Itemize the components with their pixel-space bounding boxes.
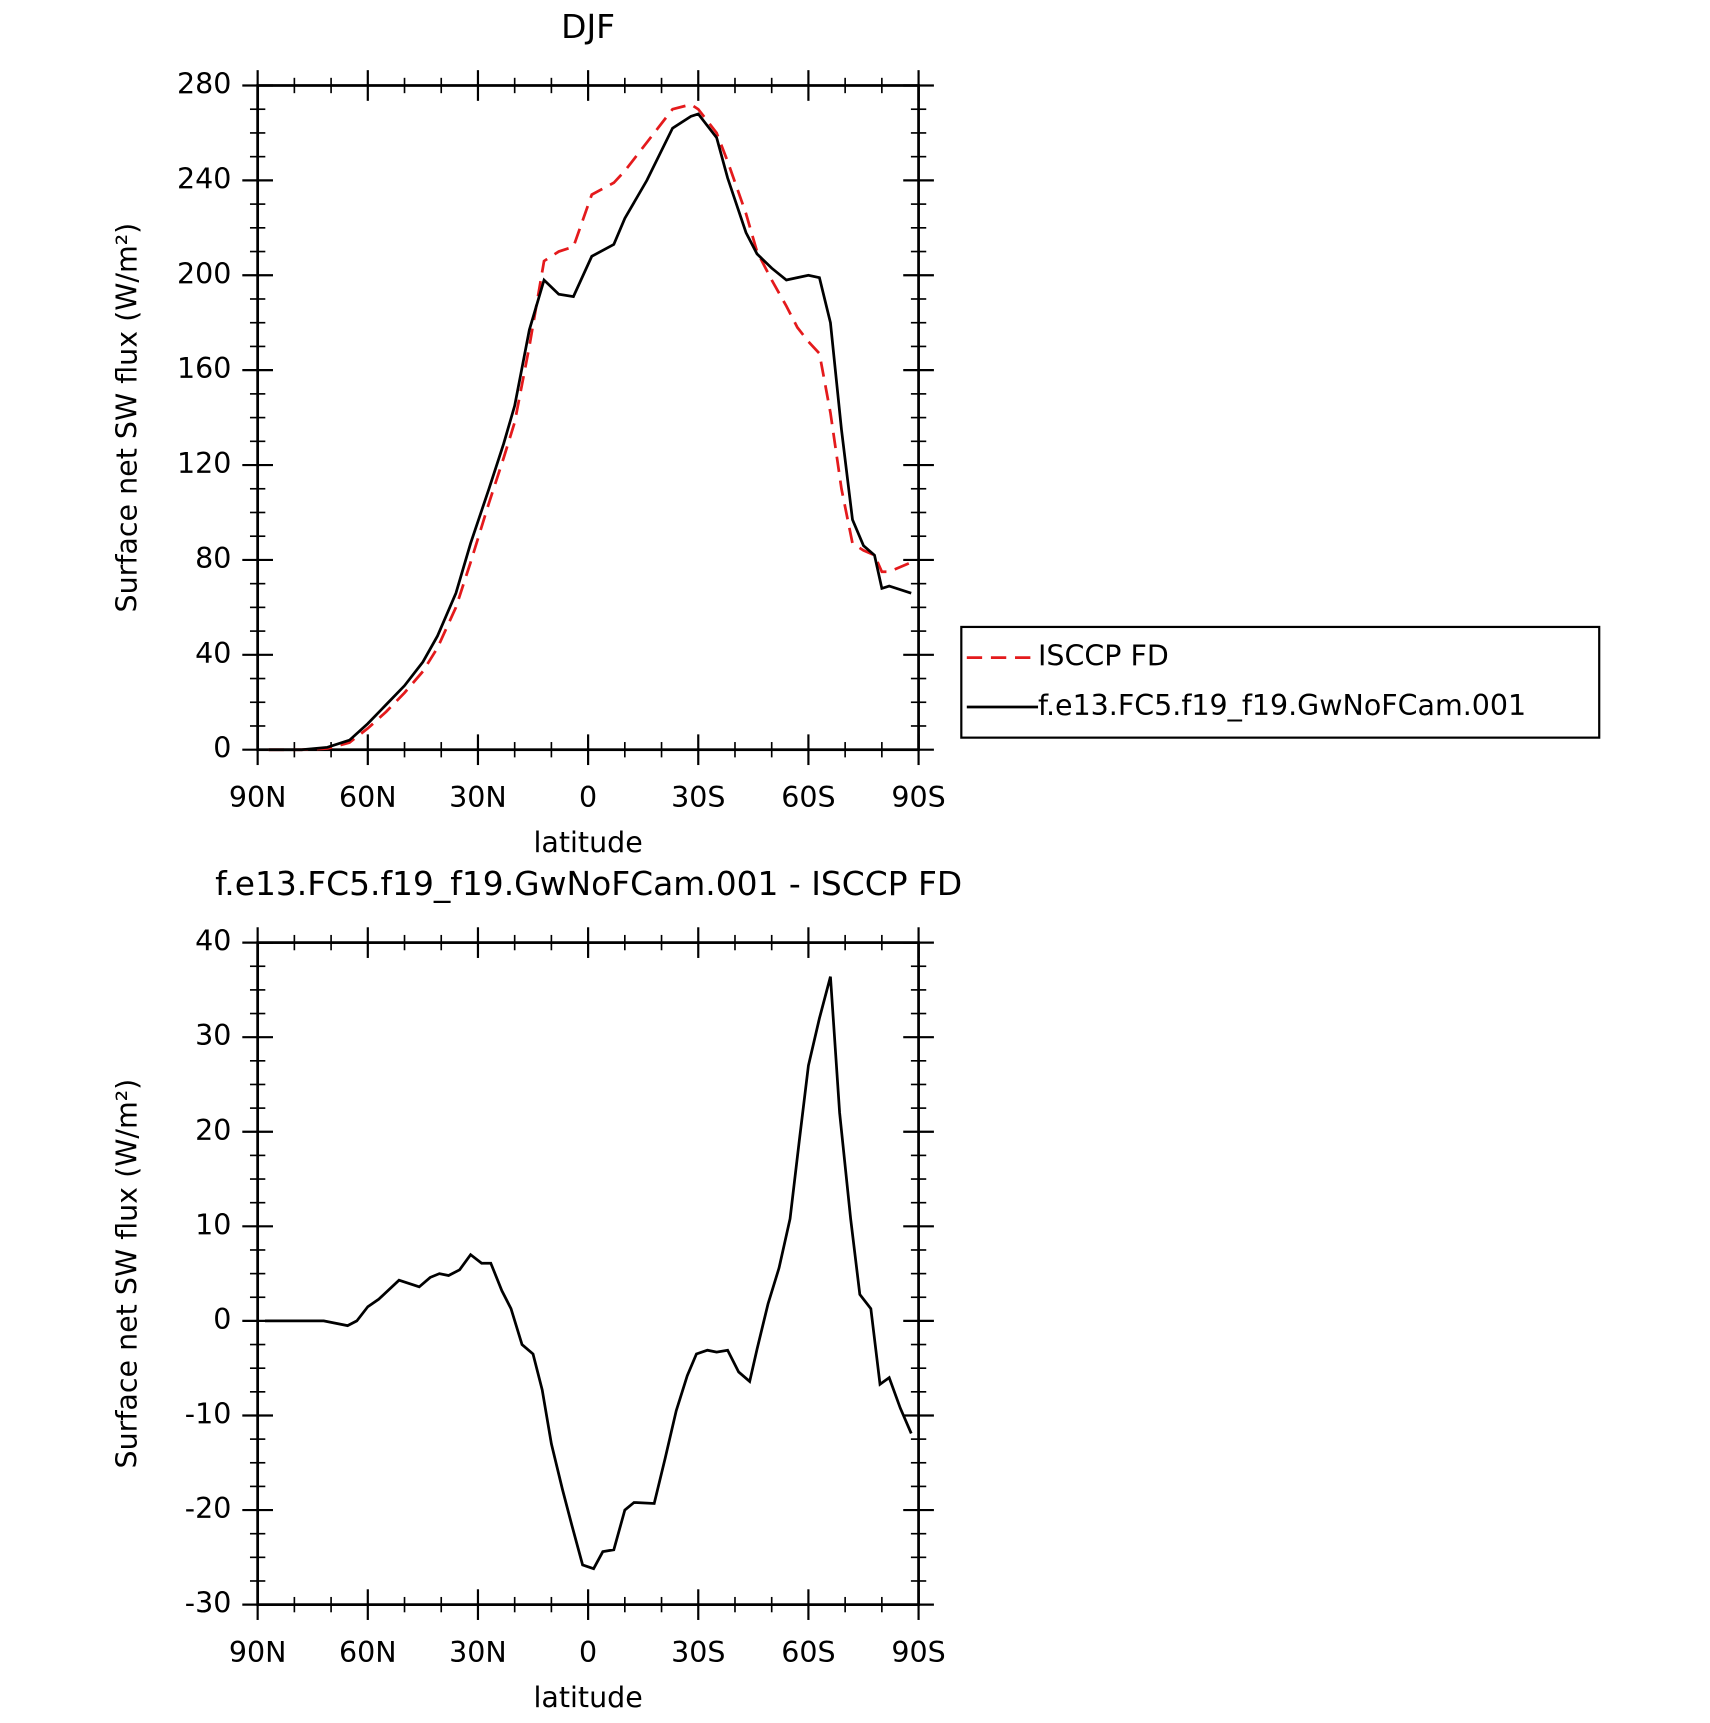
legend-label: f.e13.FC5.f19_f19.GwNoFCam.001 (1038, 689, 1526, 722)
y-tick-label: 280 (177, 67, 231, 100)
x-tick-label: 90S (891, 1636, 945, 1669)
y-tick-label: -10 (185, 1397, 232, 1430)
y-tick-label: -30 (185, 1587, 232, 1620)
x-tick-label: 60S (781, 1636, 835, 1669)
x-tick-label: 30S (671, 1636, 725, 1669)
legend-box (960, 625, 1601, 739)
x-tick-label: 0 (579, 781, 597, 814)
data-line (268, 112, 912, 752)
y-tick-label: 80 (195, 542, 231, 575)
y-axis-label: Surface net SW flux (W/m²) (110, 223, 143, 613)
x-tick-label: 90N (229, 1636, 287, 1669)
x-tick-label: 30N (449, 781, 507, 814)
y-tick-label: 240 (177, 162, 231, 195)
x-tick-label: 90S (891, 781, 945, 814)
x-tick-label: 60N (339, 781, 397, 814)
y-tick-label: 120 (177, 447, 231, 480)
y-tick-label: 30 (195, 1019, 231, 1052)
y-tick-label: 20 (195, 1114, 231, 1147)
x-tick-label: 30S (671, 781, 725, 814)
x-tick-label: 90N (229, 781, 287, 814)
x-tick-label: 60N (339, 1636, 397, 1669)
y-axis-label: Surface net SW flux (W/m²) (110, 1079, 143, 1469)
y-tick-label: 0 (213, 1303, 231, 1336)
data-line (264, 976, 913, 1571)
x-axis-label: latitude (533, 1681, 642, 1714)
plot-frame (256, 941, 920, 1606)
data-line (268, 102, 912, 752)
legend-label: ISCCP FD (1038, 640, 1169, 673)
plot-frame (256, 84, 920, 752)
y-tick-label: 40 (195, 637, 231, 670)
chart-title: f.e13.FC5.f19_f19.GwNoFCam.001 - ISCCP F… (215, 864, 962, 903)
y-tick-label: 0 (213, 732, 231, 765)
y-tick-label: -20 (185, 1492, 232, 1525)
y-tick-label: 160 (177, 352, 231, 385)
y-tick-label: 40 (195, 925, 231, 958)
y-tick-label: 200 (177, 257, 231, 290)
x-tick-label: 0 (579, 1636, 597, 1669)
x-tick-label: 60S (781, 781, 835, 814)
chart-title: DJF (561, 7, 615, 46)
x-tick-label: 30N (449, 1636, 507, 1669)
y-tick-label: 10 (195, 1208, 231, 1241)
x-axis-label: latitude (533, 826, 642, 859)
